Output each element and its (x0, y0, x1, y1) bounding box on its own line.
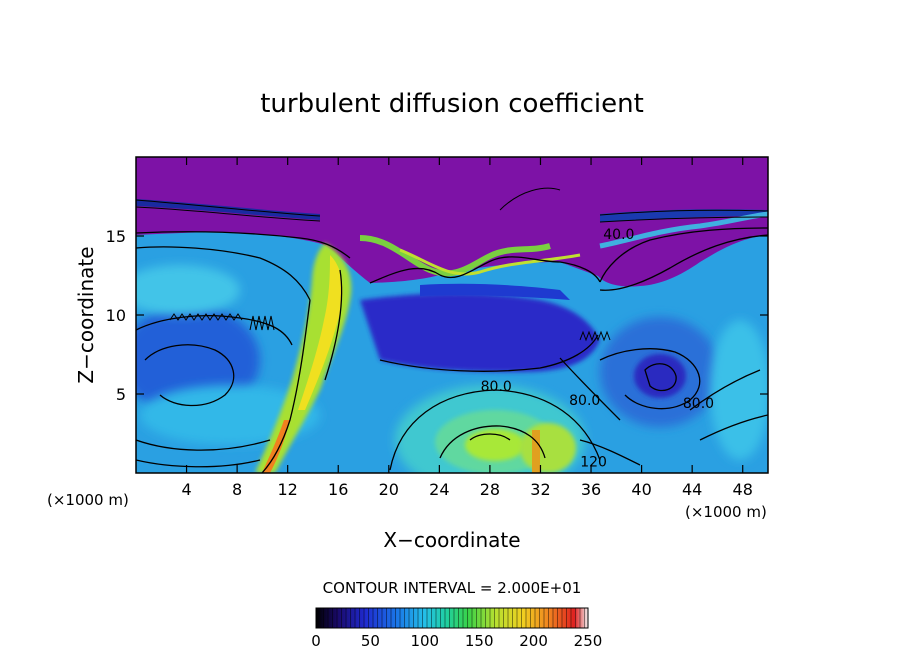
x-unit-label-left: (×1000 m) (47, 491, 129, 509)
x-axis-label: X−coordinate (383, 528, 520, 552)
colorbar-ticks: 0 50 100 150 200 250 (311, 632, 602, 650)
x-tick-label: 32 (530, 480, 550, 499)
heatmap-field: 40.0 80.0 80.0 80.0 120 (136, 157, 768, 473)
colorbar-tick-label: 50 (361, 632, 380, 650)
x-tick-label: 4 (181, 480, 191, 499)
x-tick-label: 48 (733, 480, 753, 499)
colorbar-tick-label: 250 (574, 632, 603, 650)
x-tick-label: 40 (631, 480, 651, 499)
colorbar-gradient (315, 607, 589, 629)
x-tick-label: 16 (328, 480, 348, 499)
x-tick-label: 24 (429, 480, 449, 499)
y-tick-label: 15 (106, 227, 126, 246)
colorbar-tick-label: 100 (410, 632, 439, 650)
y-tick-label: 5 (116, 385, 126, 404)
x-tick-label: 12 (278, 480, 298, 499)
y-tick-label: 10 (106, 306, 126, 325)
colorbar: 0 50 100 150 200 250 (311, 607, 602, 650)
chart-title: turbulent diffusion coefficient (260, 89, 644, 119)
colorbar-tick-label: 200 (519, 632, 548, 650)
contour-label: 80.0 (481, 379, 512, 395)
contour-label: 80.0 (569, 393, 600, 409)
x-tick-label: 20 (379, 480, 399, 499)
colorbar-tick-label: 0 (311, 632, 321, 650)
contour-label: 120 (580, 455, 607, 471)
colorbar-stripes (318, 608, 585, 628)
colorbar-tick-label: 150 (465, 632, 494, 650)
x-unit-label-right: (×1000 m) (685, 503, 767, 521)
x-tick-label: 28 (480, 480, 500, 499)
contour-label: 40.0 (603, 227, 634, 243)
x-tick-label: 8 (232, 480, 242, 499)
contour-interval-text: CONTOUR INTERVAL = 2.000E+01 (323, 579, 582, 597)
y-axis-ticks: 5 10 15 (106, 227, 768, 404)
contour-label-layer: 40.0 80.0 80.0 80.0 120 (481, 227, 714, 471)
x-axis-ticks: 4 8 12 16 20 24 28 32 36 40 44 48 (181, 157, 753, 499)
contour-label: 80.0 (683, 396, 714, 412)
x-tick-label: 36 (581, 480, 601, 499)
x-tick-label: 44 (682, 480, 702, 499)
y-axis-label: Z−coordinate (74, 246, 98, 383)
